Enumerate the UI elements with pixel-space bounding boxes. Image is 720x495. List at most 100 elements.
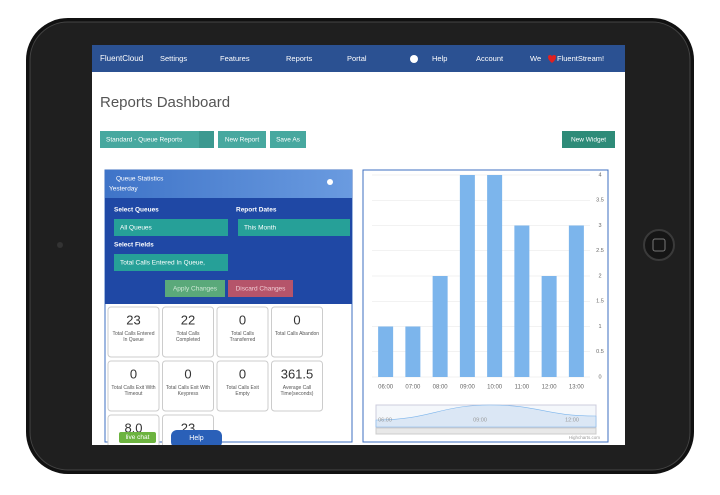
page-title: Reports Dashboard bbox=[100, 94, 230, 111]
form-dropdown-text: This Month bbox=[244, 225, 277, 232]
stat-label-box: Total Calls Completed bbox=[175, 331, 201, 343]
live-chat-text: live chat bbox=[126, 434, 150, 441]
discard-button[interactable] bbox=[228, 280, 293, 297]
stat-label: Total Calls Abandon bbox=[274, 331, 320, 337]
y-tick-label: 1 bbox=[598, 324, 601, 330]
nav-tagline: FluentStream! bbox=[557, 54, 604, 63]
report-select-text: Standard - Queue Reports bbox=[106, 137, 183, 144]
stat-label-box: Total Calls Exit Empty bbox=[226, 385, 259, 397]
form-label: Select Fields bbox=[114, 242, 154, 249]
nav-tagline: We bbox=[530, 54, 541, 63]
nav-item[interactable]: Features bbox=[220, 54, 250, 63]
cloud-icon[interactable] bbox=[327, 179, 333, 185]
bar bbox=[568, 225, 584, 377]
stat-label: Total Calls Transferred bbox=[229, 331, 256, 343]
form-dropdown[interactable] bbox=[114, 219, 228, 236]
stat-label-box: Total Calls Exit With Timeout bbox=[111, 385, 156, 397]
stat-label: Average Call Time(seconds) bbox=[280, 385, 314, 397]
x-tick-label: 13:00 bbox=[569, 385, 585, 391]
bar bbox=[405, 326, 421, 377]
stat-value: 23 bbox=[126, 312, 140, 327]
toolbar-button-text: New Report bbox=[225, 137, 260, 144]
stat-box bbox=[271, 306, 323, 358]
stat-label: Total Calls Completed bbox=[175, 331, 201, 343]
stat-value: 361.5 bbox=[281, 366, 314, 381]
x-tick-label: 10:00 bbox=[487, 385, 503, 391]
stat-value: 0 bbox=[239, 366, 246, 381]
bar bbox=[378, 326, 394, 377]
nav-item[interactable]: Settings bbox=[160, 54, 187, 63]
stat-label-box: Total Calls Exit With Keypress bbox=[166, 385, 210, 397]
form-dropdown[interactable] bbox=[238, 219, 350, 236]
form-dropdown-text: All Queues bbox=[120, 225, 153, 232]
stat-value: 0 bbox=[293, 312, 300, 327]
help-text: Help bbox=[189, 435, 204, 442]
stat-value: 0 bbox=[184, 366, 191, 381]
globe-icon bbox=[410, 55, 418, 63]
widget-period: Yesterday bbox=[109, 186, 138, 193]
widget-header bbox=[105, 170, 352, 198]
toolbar-button[interactable] bbox=[218, 131, 266, 148]
stat-box bbox=[216, 360, 269, 412]
bar bbox=[487, 175, 503, 377]
home-icon bbox=[652, 238, 666, 252]
x-tick-label: 12:00 bbox=[542, 385, 558, 391]
chart-panel bbox=[362, 169, 609, 443]
stat-box bbox=[271, 360, 323, 412]
report-select[interactable] bbox=[100, 131, 214, 148]
stat-label-box: Total Calls Transferred bbox=[229, 331, 256, 343]
apply-text: Apply Changes bbox=[173, 286, 218, 293]
stat-box bbox=[162, 306, 214, 358]
new-widget-button[interactable] bbox=[562, 131, 615, 148]
navigator-area bbox=[375, 404, 597, 428]
nav-item[interactable]: Account bbox=[476, 54, 504, 63]
live-chat-badge[interactable] bbox=[119, 432, 156, 443]
form-label: Select Queues bbox=[114, 207, 159, 214]
toolbar-button[interactable] bbox=[270, 131, 306, 148]
x-tick-label: 09:00 bbox=[460, 385, 476, 391]
navigator-label: 12:00 bbox=[565, 417, 579, 423]
stat-label-box: Total Calls Entered In Queue bbox=[112, 331, 155, 343]
nav-brand[interactable]: FluentCloud bbox=[100, 54, 143, 63]
form-label: Report Dates bbox=[236, 207, 277, 214]
toolbar-button-text: Save As bbox=[276, 137, 301, 144]
y-tick-label: 2 bbox=[598, 273, 601, 279]
x-tick-label: 11:00 bbox=[515, 385, 530, 391]
nav-bar bbox=[92, 45, 625, 72]
stat-label-box: Total Calls Abandon bbox=[274, 331, 320, 337]
x-tick-label: 06:00 bbox=[378, 385, 394, 391]
stat-value: 8.0 bbox=[124, 420, 142, 435]
widget-title: Queue Statistics bbox=[116, 176, 164, 183]
home-button[interactable] bbox=[643, 229, 675, 261]
form-dropdown[interactable] bbox=[114, 254, 228, 271]
scrollbar[interactable] bbox=[375, 427, 597, 435]
stat-label: Total Calls Exit With Timeout bbox=[111, 385, 156, 397]
x-tick-label: 08:00 bbox=[433, 385, 449, 391]
nav-item[interactable]: Portal bbox=[347, 54, 367, 63]
nav-item[interactable]: Reports bbox=[286, 54, 313, 63]
apply-button[interactable] bbox=[165, 280, 225, 297]
x-tick-label: 07:00 bbox=[405, 385, 421, 391]
y-tick-label: 0 bbox=[598, 374, 601, 380]
heart-icon bbox=[548, 55, 556, 63]
stat-value: 0 bbox=[130, 366, 137, 381]
screen-content: FluentCloud Settings Features Reports Portal… bbox=[92, 45, 625, 448]
y-tick-label: 3.5 bbox=[596, 198, 604, 204]
stat-label: Total Calls Exit Empty bbox=[226, 385, 259, 397]
y-tick-label: 0.5 bbox=[596, 349, 604, 355]
help-tab[interactable] bbox=[171, 430, 222, 448]
y-tick-label: 1.5 bbox=[596, 299, 604, 305]
bar bbox=[432, 276, 448, 377]
bar bbox=[459, 175, 475, 377]
camera bbox=[57, 242, 63, 248]
form-dropdown-text: Total Calls Entered In Queue, bbox=[120, 260, 205, 267]
stat-box bbox=[162, 360, 214, 412]
stat-label: Total Calls Entered In Queue bbox=[112, 331, 155, 343]
navigator-label: 06:00 bbox=[378, 417, 392, 423]
stat-value: 22 bbox=[181, 312, 195, 327]
stat-box bbox=[107, 360, 160, 412]
nav-item[interactable]: Help bbox=[432, 54, 447, 63]
y-tick-label: 2.5 bbox=[596, 248, 604, 254]
